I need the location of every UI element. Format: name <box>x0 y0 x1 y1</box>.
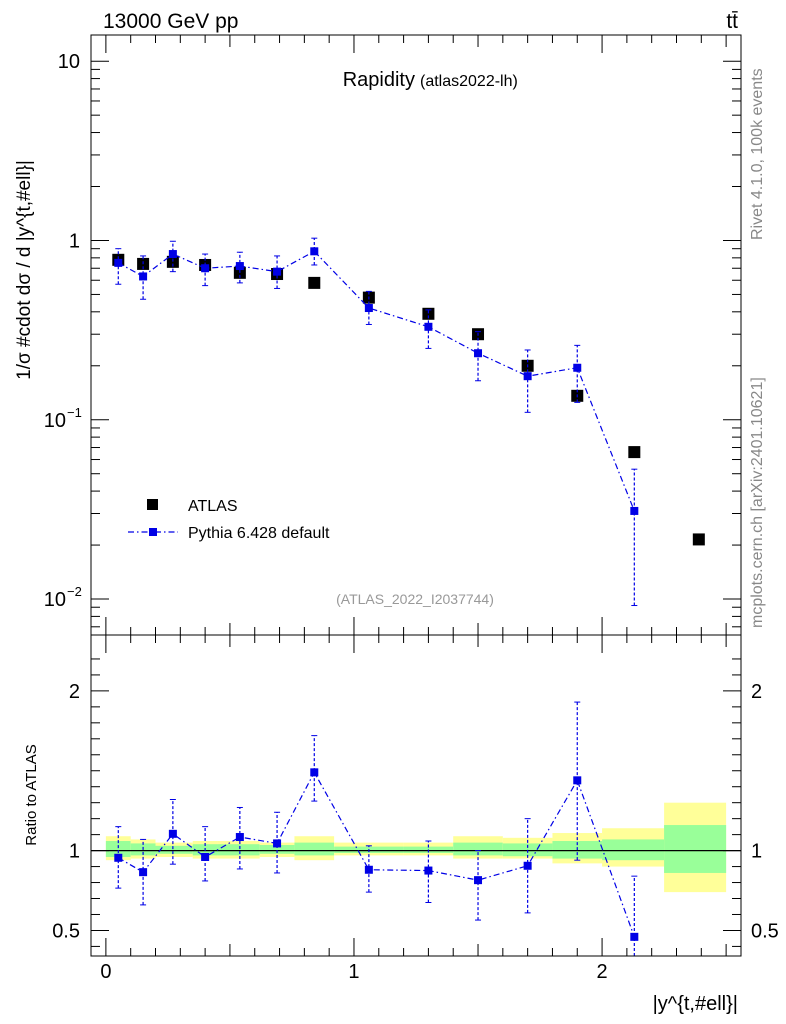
mcplots-reference-label: mcplots.cern.ch [arXiv:2401.10621] <box>749 377 766 628</box>
x-tick-label: 2 <box>597 961 608 983</box>
pythia-data-point <box>273 267 282 276</box>
band-green <box>502 843 553 857</box>
band-green <box>294 842 335 856</box>
pythia-data-point <box>630 506 639 515</box>
main-frame <box>90 34 742 636</box>
band-green <box>664 825 727 873</box>
pythia-data-point <box>114 258 123 267</box>
ratio-marks <box>114 701 639 957</box>
legend-label-pythia: Pythia 6.428 default <box>188 525 330 542</box>
band-green <box>155 845 193 854</box>
ratio-data-point <box>310 768 319 777</box>
ratio-y-tick-label-left: 0.5 <box>52 920 80 942</box>
ratio-data-point <box>364 865 373 874</box>
ratio-data-point <box>114 853 123 862</box>
process-label: tt̄ <box>726 10 738 33</box>
ratio-data-point <box>139 868 148 877</box>
main-marks <box>112 237 705 607</box>
ratio-y-tick-label-right: 2 <box>751 681 762 703</box>
plot-title: Rapidity <box>343 69 415 91</box>
atlas-data-point <box>692 533 705 546</box>
legend-label-atlas: ATLAS <box>188 498 238 515</box>
ratio-y-tick-label-right: 0.5 <box>751 920 779 942</box>
legend-marker-atlas <box>147 499 158 510</box>
y-tick-label: 10 <box>44 410 66 432</box>
pythia-data-point <box>424 322 433 331</box>
pythia-line <box>118 250 635 512</box>
pythia-data-point <box>235 262 244 271</box>
plot-subtitle: (atlas2022-lh) <box>420 73 518 90</box>
ratio-axes: 0 1 2 0.5 0.5 1 1 2 2 <box>52 635 779 983</box>
pythia-data-point <box>310 247 319 256</box>
y-tick-exponent: −2 <box>67 584 82 599</box>
rivet-version-label: Rivet 4.1.0, 100k events <box>749 68 766 240</box>
ratio-data-point <box>523 861 532 870</box>
pythia-data-point <box>168 250 177 259</box>
x-axis-label: |y^{t,#ell}| <box>653 993 738 1015</box>
ratio-ylabel: Ratio to ATLAS <box>23 744 40 845</box>
analysis-watermark: (ATLAS_2022_I2037744) <box>336 591 494 607</box>
y-tick-exponent: −1 <box>67 405 82 420</box>
ratio-data-point <box>235 833 244 842</box>
ratio-data-point <box>474 876 483 885</box>
band-green <box>602 839 665 861</box>
ratio-data-point <box>573 776 582 785</box>
atlas-data-point <box>422 307 435 320</box>
band-green <box>217 844 260 856</box>
energy-label: 13000 GeV pp <box>103 10 238 33</box>
ratio-y-tick-label-left: 2 <box>69 681 80 703</box>
pythia-data-point <box>523 372 532 381</box>
band-green <box>453 842 503 856</box>
atlas-data-point <box>308 276 321 289</box>
atlas-data-point <box>166 255 179 268</box>
ratio-data-point <box>273 839 282 848</box>
ratio-panel: 0 1 2 0.5 0.5 1 1 2 2 Ratio to ATLAS |y^{t,#ell}… <box>23 634 779 1015</box>
ratio-y-tick-label-right: 1 <box>751 841 762 863</box>
ratio-frame <box>90 634 742 957</box>
x-tick-label: 0 <box>100 961 111 983</box>
main-ylabel: 1/σ #cdot dσ / d |y^{t,#ell}| <box>14 160 35 380</box>
ratio-bands <box>91 802 741 893</box>
y-tick-label: 10 <box>58 51 80 73</box>
x-tick-label: 1 <box>348 961 359 983</box>
ratio-y-tick-label-left: 1 <box>69 841 80 863</box>
pythia-data-point <box>474 349 483 358</box>
ratio-data-point <box>424 866 433 875</box>
legend-marker-pythia <box>149 528 157 536</box>
atlas-data-point <box>628 446 641 459</box>
y-tick-label: 10 <box>44 589 66 611</box>
ratio-data-point <box>630 932 639 941</box>
pythia-data-point <box>573 363 582 372</box>
pythia-data-point <box>201 264 210 273</box>
pythia-data-point <box>139 272 148 281</box>
band-green <box>105 841 131 857</box>
band-green <box>259 845 295 854</box>
ratio-data-point <box>201 852 210 861</box>
pythia-data-point <box>364 304 373 313</box>
y-tick-label: 1 <box>69 230 80 252</box>
ratio-data-point <box>168 829 177 838</box>
legend: ATLAS Pythia 6.428 default <box>128 498 330 542</box>
